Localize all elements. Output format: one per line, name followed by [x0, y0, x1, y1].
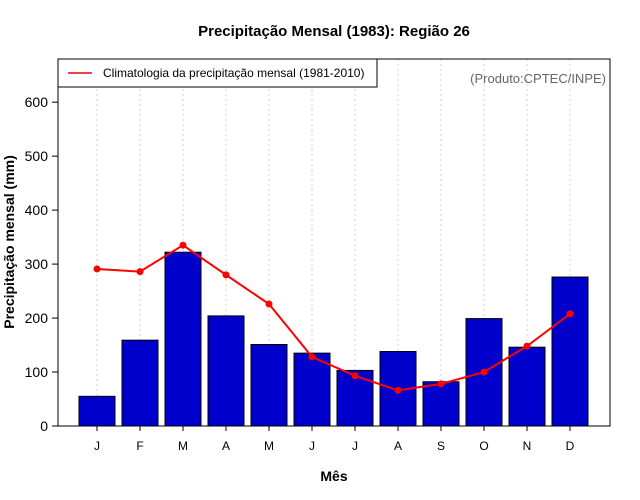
bar-5	[250, 344, 288, 427]
climatology-point-4	[222, 271, 230, 279]
y-tick-label: 0	[40, 418, 48, 434]
x-tick-label: S	[437, 439, 445, 453]
x-tick-label: M	[264, 439, 274, 453]
y-tick-label: 400	[25, 202, 49, 218]
climatology-point-2	[136, 268, 144, 276]
climatology-point-6	[308, 353, 316, 361]
legend-entry-climatology: Climatologia da precipitação mensal (198…	[103, 66, 364, 80]
chart-title: Precipitação Mensal (1983): Região 26	[198, 23, 470, 40]
bar-1	[78, 395, 116, 427]
climatology-point-1	[93, 265, 101, 273]
bar-12	[551, 276, 589, 427]
y-tick-label: 500	[25, 148, 49, 164]
x-tick-label: M	[178, 439, 188, 453]
y-tick-label: 300	[25, 256, 49, 272]
legend-box	[57, 58, 378, 88]
climatology-point-8	[394, 386, 402, 394]
bar-11	[508, 346, 546, 427]
climatology-point-10	[480, 368, 488, 376]
x-tick-label: J	[309, 439, 315, 453]
y-tick-label: 200	[25, 310, 49, 326]
bar-6	[293, 352, 331, 427]
bar-9	[422, 381, 460, 427]
product-credit: (Produto:CPTEC/INPE)	[470, 71, 606, 86]
line-layer	[93, 241, 574, 394]
climatology-point-3	[179, 241, 187, 249]
x-tick-label: J	[94, 439, 100, 453]
y-axis-label: Precipitação mensal (mm)	[1, 155, 17, 329]
climatology-point-11	[523, 342, 531, 350]
x-tick-label: N	[523, 439, 532, 453]
x-tick-label: A	[222, 439, 230, 453]
y-tick-label: 600	[25, 94, 49, 110]
y-axis: 0 100 200 300 400 500 600	[25, 94, 58, 434]
x-tick-label: D	[566, 439, 575, 453]
x-tick-label: O	[479, 439, 488, 453]
climatology-line	[96, 244, 571, 392]
climatology-point-5	[265, 300, 273, 308]
x-tick-label: J	[352, 439, 358, 453]
x-axis-label: Mês	[320, 468, 347, 484]
bar-2	[121, 339, 159, 427]
x-tick-label: A	[394, 439, 402, 453]
bar-4	[207, 315, 245, 427]
climatology-point-12	[566, 310, 574, 318]
x-tick-label: F	[136, 439, 143, 453]
bars-layer	[78, 251, 589, 427]
bar-3	[164, 251, 202, 427]
climatology-point-9	[437, 380, 445, 388]
climatology-point-7	[351, 372, 359, 380]
y-tick-label: 100	[25, 364, 49, 380]
legend: Climatologia da precipitação mensal (198…	[57, 58, 378, 88]
